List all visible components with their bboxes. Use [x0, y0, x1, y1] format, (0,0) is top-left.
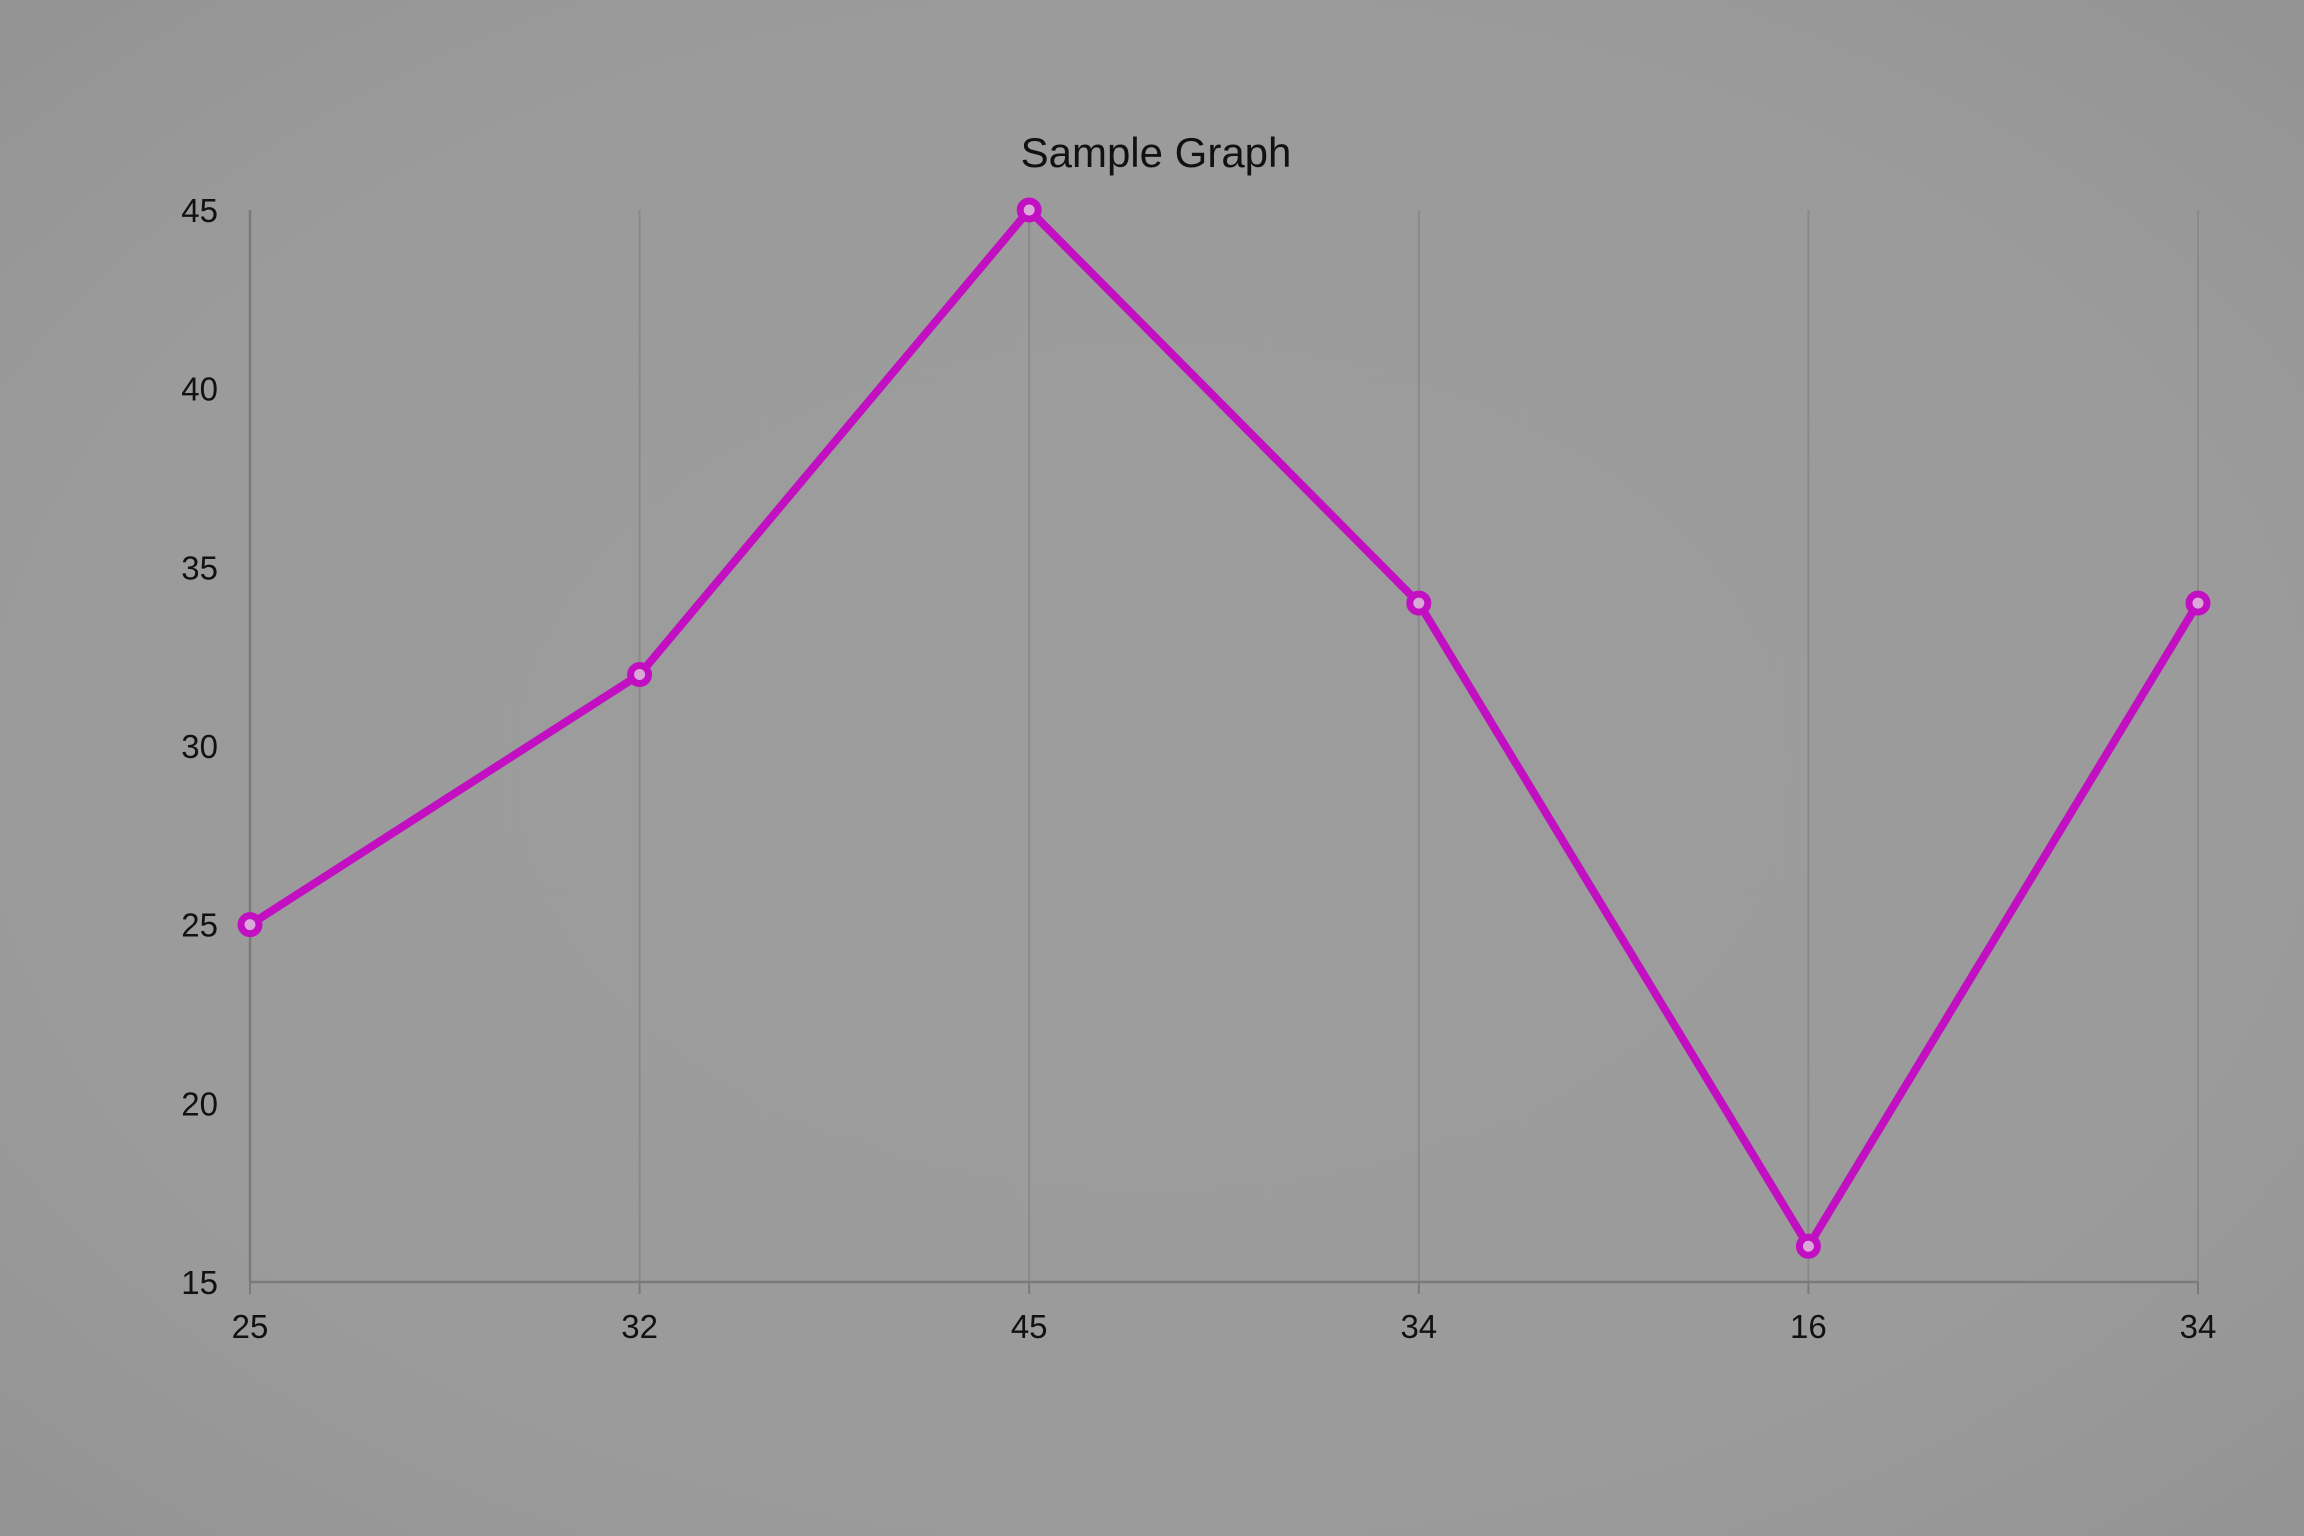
data-point-marker: [2185, 590, 2211, 616]
x-tick-label: 34: [2180, 1308, 2217, 1345]
data-point-marker: [1406, 590, 1432, 616]
y-tick-label: 30: [181, 728, 218, 765]
data-point-marker: [627, 662, 653, 688]
grid-lines: [638, 210, 2199, 1282]
series-line: [246, 206, 2202, 1251]
data-point-marker: [1795, 1233, 1821, 1259]
y-tick-label: 35: [181, 549, 218, 586]
y-tick-label: 15: [181, 1264, 218, 1301]
y-tick-label: 45: [181, 192, 218, 229]
x-tick-label: 16: [1790, 1308, 1827, 1345]
y-tick-label: 20: [181, 1085, 218, 1122]
axes: [248, 210, 2198, 1284]
data-points: [237, 197, 2211, 1259]
chart-title: Sample Graph: [1021, 129, 1292, 176]
x-tick-label: 25: [232, 1308, 269, 1345]
x-axis-ticks: 25 32 45 34 16 34: [232, 1282, 2217, 1345]
series-layer: [246, 206, 2202, 1251]
data-point-marker: [237, 912, 263, 938]
data-point-marker: [1016, 197, 1042, 223]
y-axis-ticks: 15 20 25 30 35 40 45: [181, 192, 218, 1301]
x-tick-label: 32: [621, 1308, 658, 1345]
x-tick-label: 34: [1400, 1308, 1437, 1345]
y-tick-label: 40: [181, 371, 218, 408]
y-tick-label: 25: [181, 907, 218, 944]
x-tick-label: 45: [1011, 1308, 1048, 1345]
